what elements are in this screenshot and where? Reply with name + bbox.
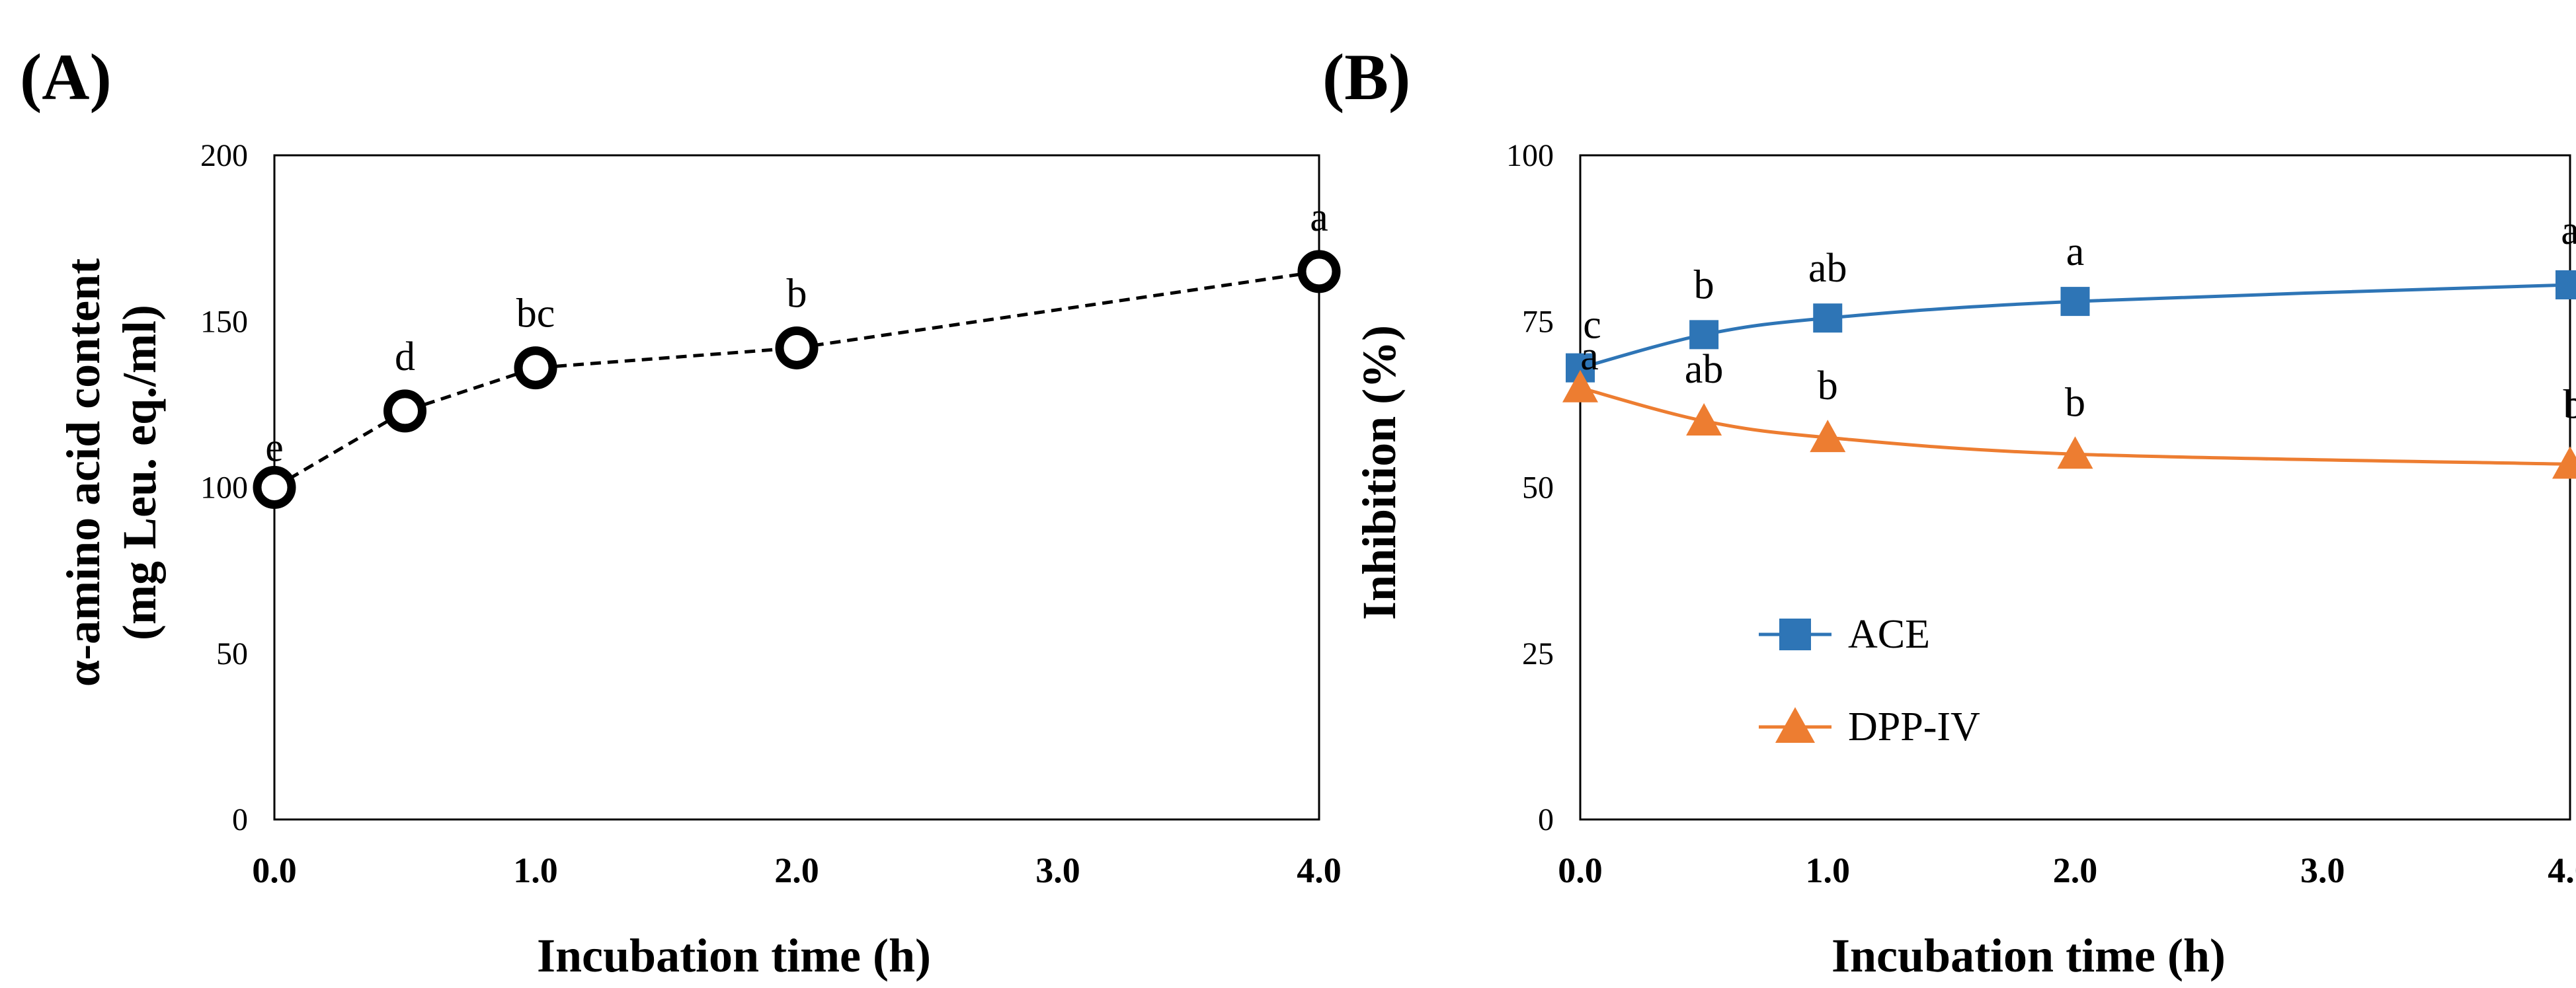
panel-a-y-tick-label: 50 — [216, 636, 248, 671]
panel-b-x-tick-label: 2.0 — [2053, 851, 2098, 890]
panel-a-series-amino-acid-content-significance-label: a — [1310, 195, 1328, 240]
panel-a-series-amino-acid-content-significance-label: d — [395, 334, 415, 379]
panel-b-x-axis-title: Incubation time (h) — [1831, 929, 2226, 982]
panel-b-series-ace-point — [2060, 287, 2090, 317]
panel-b-series-ace-significance-label: a — [2066, 229, 2085, 274]
panel-b-label: (B) — [1322, 40, 1410, 114]
panel-b-y-axis-title: Inhibition (%) — [1353, 325, 1406, 620]
panel-a-y-tick-label: 100 — [200, 471, 248, 506]
panel-b-legend-ace-swatch-marker — [1779, 619, 1811, 650]
panel-b-series-dpp-iv-point — [2552, 446, 2576, 479]
panel-b-x-tick-label: 4.0 — [2548, 851, 2576, 890]
panel-a-y-tick-label: 0 — [232, 802, 248, 837]
panel-b-y-tick-label: 25 — [1522, 636, 1554, 671]
panel-a-y-axis-title-line2: (mg Leu. eq./ml) — [113, 305, 166, 640]
panel-b-series-ace-significance-label: a — [2561, 208, 2576, 253]
panel-b-series-ace-significance-label: c — [1583, 303, 1601, 348]
panel-b-plot: 0 25 50 75 100 0.0 1.0 2.0 3.0 4.0 c b ab a a a ab b b b ACE… — [1506, 138, 2576, 890]
panel-b-series-ace-point — [1689, 320, 1719, 350]
panel-b-series-ace-point — [1813, 303, 1843, 333]
panel-a-x-tick-label: 2.0 — [774, 851, 819, 890]
panel-b-series-dpp-iv-significance-label: ab — [1685, 347, 1724, 392]
panel-b-series-ace-significance-label: ab — [1808, 246, 1847, 291]
panel-a-series-amino-acid-content-significance-label: bc — [516, 291, 555, 336]
panel-b-series-dpp-iv-point — [1686, 403, 1722, 436]
panel-a-series-amino-acid-content-point — [775, 326, 819, 369]
panel-a-plot-frame — [273, 154, 1320, 821]
panel-b-series-dpp-iv-significance-label: b — [2065, 380, 2085, 425]
panel-b-series-dpp-iv-significance-label: b — [1818, 363, 1838, 408]
panel-a-series-amino-acid-content-point — [383, 389, 426, 433]
panel-a-x-tick-label: 0.0 — [252, 851, 297, 890]
panel-a-x-axis-title: Incubation time (h) — [537, 929, 931, 982]
panel-b-legend-ace-label: ACE — [1848, 612, 1930, 657]
panel-a-x-tick-label: 4.0 — [1297, 851, 1342, 890]
panel-b-legend-dpp-iv-swatch-marker — [1775, 707, 1815, 743]
panel-a-series-amino-acid-content-significance-label: b — [787, 271, 807, 316]
panel-b-series-ace-significance-label: b — [1694, 262, 1714, 307]
panel-b-series-dpp-iv-point — [2057, 436, 2093, 469]
panel-a-series-amino-acid-content-point — [1297, 250, 1341, 293]
panel-b-legend-dpp-iv-label: DPP-IV — [1848, 704, 1980, 749]
panel-a-plot: 0 50 100 150 200 0.0 1.0 2.0 3.0 4.0 e d bc b a — [200, 138, 1342, 890]
panel-b-y-tick-label: 75 — [1522, 304, 1554, 339]
panel-a-series-amino-acid-content-point — [514, 346, 557, 390]
panel-a-series-amino-acid-content-line — [273, 270, 1320, 489]
panel-a-x-tick-label: 3.0 — [1035, 851, 1080, 890]
panel-b-series-dpp-iv-significance-label: a — [1580, 334, 1599, 379]
panel-a-y-tick-label: 150 — [200, 304, 248, 339]
panel-a-y-axis-title-line1: α-amino acid content — [57, 258, 110, 687]
panel-b-series-dpp-iv-line — [1580, 386, 2571, 466]
panel-b-x-tick-label: 0.0 — [1558, 851, 1603, 890]
panel-b-y-tick-label: 0 — [1538, 802, 1554, 837]
panel-a-series-amino-acid-content-significance-label: e — [265, 426, 284, 471]
panel-b-x-tick-label: 1.0 — [1806, 851, 1851, 890]
panel-b-series-dpp-iv-significance-label: b — [2563, 382, 2576, 427]
panel-b-series-ace-point — [2556, 270, 2576, 299]
panel-a-y-tick-label: 200 — [200, 138, 248, 173]
panel-b-plot-frame — [1579, 154, 2571, 821]
panel-b-series-dpp-iv-point — [1810, 420, 1846, 453]
panel-b-series-dpp-iv-point — [1562, 369, 1598, 402]
panel-b-y-tick-label: 100 — [1506, 138, 1554, 173]
panel-a-label: (A) — [20, 40, 112, 114]
panel-a-x-tick-label: 1.0 — [513, 851, 558, 890]
panel-b-x-tick-label: 3.0 — [2300, 851, 2345, 890]
panel-b-y-tick-label: 50 — [1522, 471, 1554, 506]
panel-a-series-amino-acid-content-point — [253, 466, 296, 509]
